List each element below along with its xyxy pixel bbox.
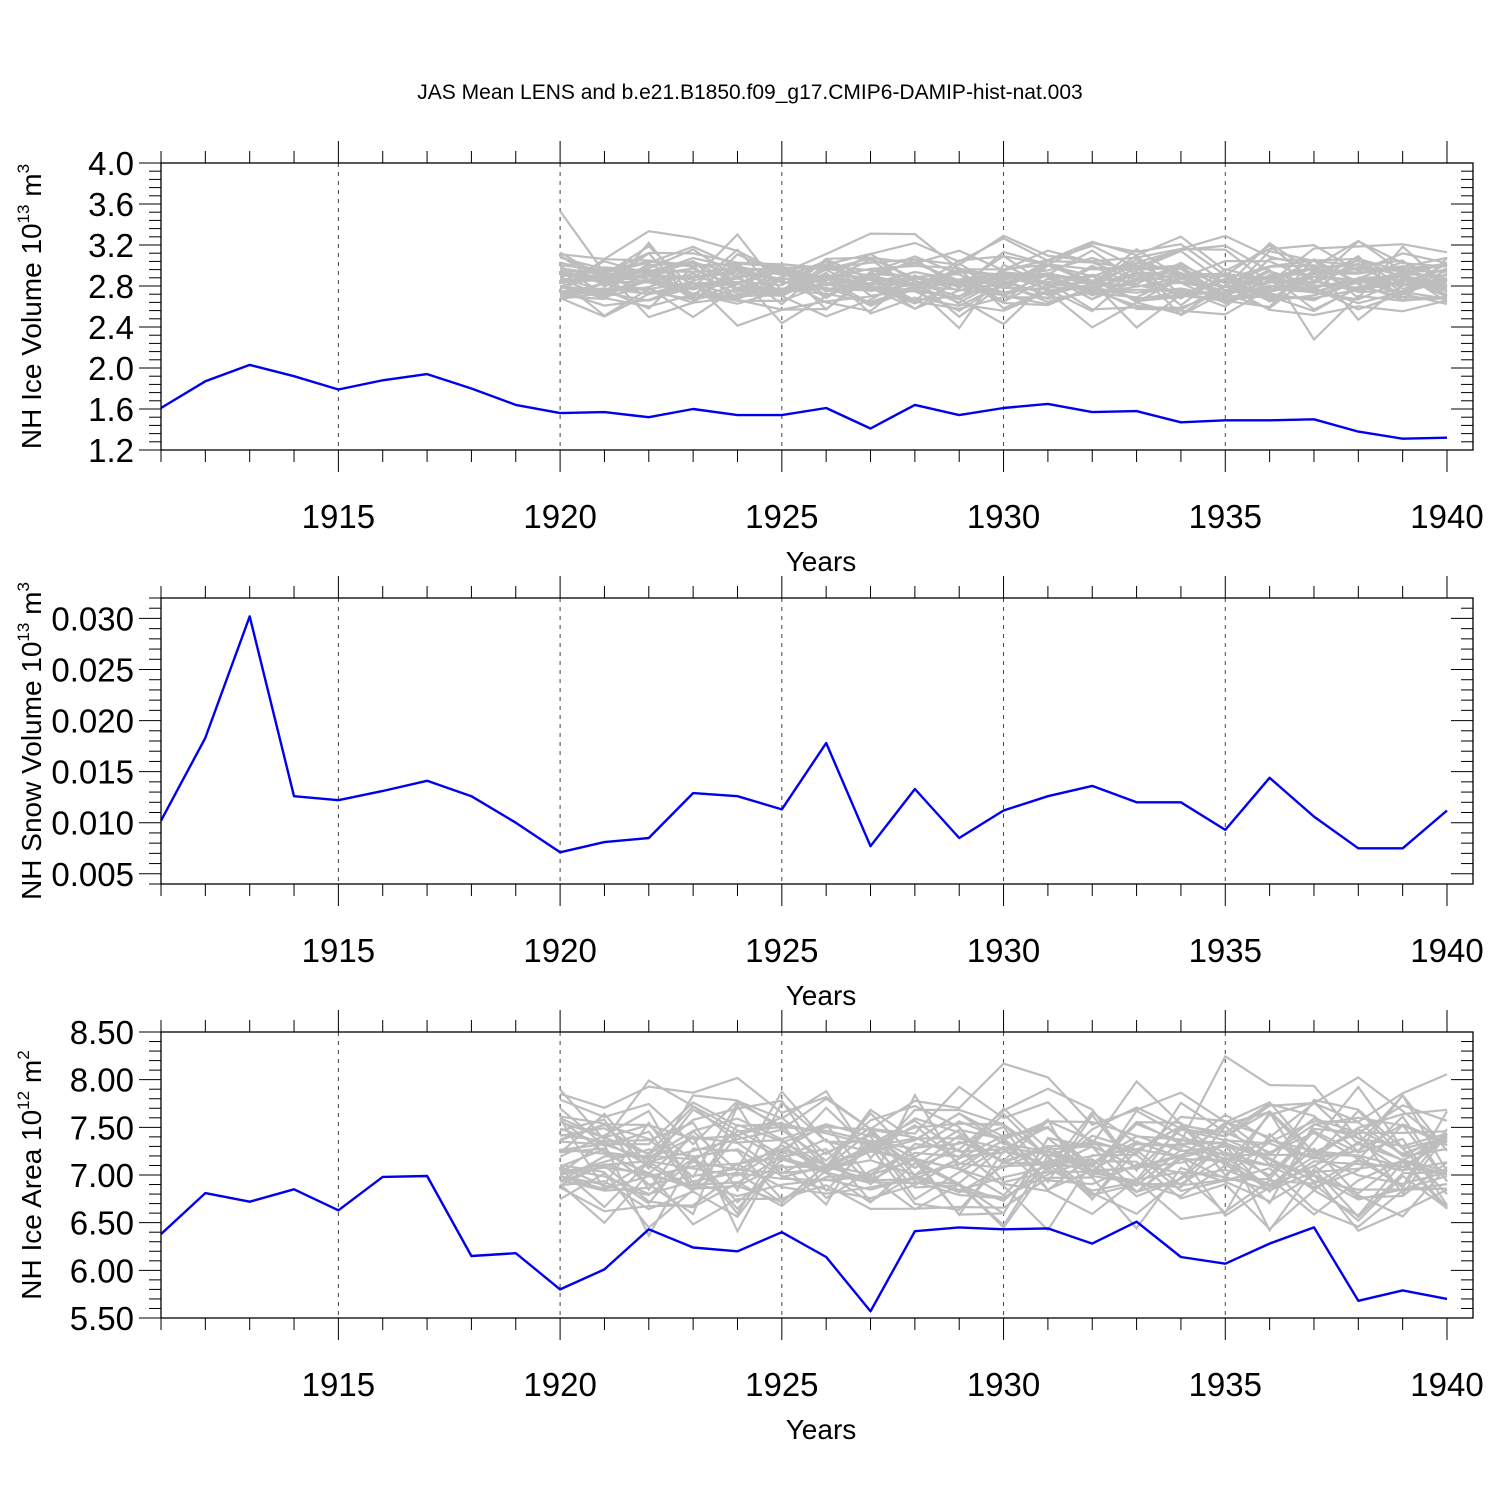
y-tick-label: 1.2 bbox=[88, 432, 134, 469]
x-tick-label: 1930 bbox=[967, 932, 1040, 969]
ensemble-member-line bbox=[559, 210, 1448, 285]
y-tick-label: 4.0 bbox=[88, 145, 134, 182]
ensemble-member-line bbox=[559, 1107, 1448, 1192]
x-tick-label: 1920 bbox=[523, 932, 596, 969]
ensemble-member-line bbox=[560, 265, 1448, 329]
ensemble-member-line bbox=[559, 1093, 1448, 1167]
ensemble-lines bbox=[559, 210, 1448, 342]
x-axis-label: Years bbox=[786, 546, 857, 577]
ensemble-member-line bbox=[559, 1076, 1448, 1171]
ensemble-member-line bbox=[559, 1062, 1448, 1139]
y-tick-label: 0.030 bbox=[51, 600, 134, 637]
chart-title: JAS Mean LENS and b.e21.B1850.f09_g17.CM… bbox=[417, 81, 1082, 104]
y-tick-label: 0.015 bbox=[51, 754, 134, 791]
series-line bbox=[159, 615, 1448, 854]
x-tick-label: 1915 bbox=[302, 932, 375, 969]
y-axis-label: NH Ice Area 1012 m2 bbox=[14, 1050, 47, 1299]
panel-2: 1915 1920 1925 1930 1935 1940 0.005 0.010 0.015 0… bbox=[14, 576, 1484, 1011]
ensemble-member-line bbox=[559, 1146, 1448, 1218]
y-tick-label: 2.8 bbox=[88, 268, 134, 305]
y-tick-label: 2.0 bbox=[88, 350, 134, 387]
series-line bbox=[160, 1174, 1448, 1313]
ensemble-member-line bbox=[559, 254, 1448, 325]
x-tick-label: 1930 bbox=[967, 498, 1040, 535]
x-tick-label: 1925 bbox=[745, 498, 818, 535]
ensemble-member-line bbox=[559, 1166, 1448, 1233]
y-tick-label: 8.00 bbox=[70, 1062, 134, 1099]
y-tick-label: 5.50 bbox=[70, 1300, 134, 1337]
x-tick-label: 1935 bbox=[1189, 1366, 1262, 1403]
ensemble-member-line bbox=[560, 1122, 1448, 1206]
plot-frame bbox=[160, 597, 1474, 885]
panel-3: 1915 1920 1925 1930 1935 1940 5.50 6.00 6.50 7.00… bbox=[14, 1010, 1484, 1445]
ensemble-member-line bbox=[560, 1137, 1448, 1232]
y-axis-label: NH Ice Volume 1013 m3 bbox=[14, 164, 47, 449]
y-tick-label: 1.6 bbox=[88, 391, 134, 428]
ensemble-member-line bbox=[559, 280, 1448, 326]
y-tick-label: 2.4 bbox=[88, 309, 134, 346]
ensemble-member-line bbox=[559, 1101, 1448, 1171]
ensemble-member-line bbox=[559, 1101, 1448, 1157]
y-axis-label: NH Snow Volume 1013 m3 bbox=[14, 582, 47, 900]
plot-frame bbox=[160, 162, 1474, 451]
x-axis-label: Years bbox=[786, 1414, 857, 1445]
y-tick-label: 6.50 bbox=[70, 1205, 134, 1242]
y-tick-label: 7.00 bbox=[70, 1157, 134, 1194]
ensemble-member-line bbox=[559, 1142, 1448, 1203]
x-tick-label: 1940 bbox=[1410, 498, 1483, 535]
ensemble-member-line bbox=[560, 263, 1448, 305]
y-tick-label: 0.025 bbox=[51, 652, 134, 689]
series-line bbox=[160, 363, 1448, 440]
y-tick-label: 0.010 bbox=[51, 805, 134, 842]
ensemble-member-line bbox=[559, 1100, 1448, 1193]
x-tick-label: 1940 bbox=[1410, 1366, 1483, 1403]
x-tick-label: 1915 bbox=[302, 1366, 375, 1403]
x-tick-label: 1930 bbox=[967, 1366, 1040, 1403]
x-tick-label: 1925 bbox=[745, 1366, 818, 1403]
y-tick-label: 3.6 bbox=[88, 186, 134, 223]
x-tick-label: 1920 bbox=[523, 498, 596, 535]
x-axis-label: Years bbox=[786, 980, 857, 1011]
ensemble-member-line bbox=[559, 234, 1448, 275]
y-tick-label: 6.00 bbox=[70, 1252, 134, 1289]
ensemble-member-line bbox=[559, 1093, 1448, 1182]
x-tick-label: 1925 bbox=[745, 932, 818, 969]
y-tick-label: 3.2 bbox=[88, 227, 134, 264]
y-tick-label: 0.005 bbox=[51, 856, 134, 893]
x-tick-label: 1935 bbox=[1189, 498, 1262, 535]
ensemble-member-line bbox=[559, 1128, 1448, 1207]
ensemble-lines bbox=[559, 1054, 1448, 1239]
x-tick-label: 1915 bbox=[302, 498, 375, 535]
y-tick-label: 8.50 bbox=[70, 1014, 134, 1051]
x-tick-label: 1940 bbox=[1410, 932, 1483, 969]
x-tick-label: 1935 bbox=[1189, 932, 1262, 969]
y-tick-label: 0.020 bbox=[51, 703, 134, 740]
panel-1: 1915 1920 1925 1930 1935 1940 1.2 1.6 2.0 2.4 2.8 3… bbox=[14, 141, 1484, 577]
x-tick-label: 1920 bbox=[523, 1366, 596, 1403]
ensemble-member-line bbox=[559, 235, 1448, 297]
y-tick-label: 7.50 bbox=[70, 1109, 134, 1146]
ensemble-member-line bbox=[559, 1085, 1448, 1195]
ensemble-member-line bbox=[559, 260, 1448, 319]
